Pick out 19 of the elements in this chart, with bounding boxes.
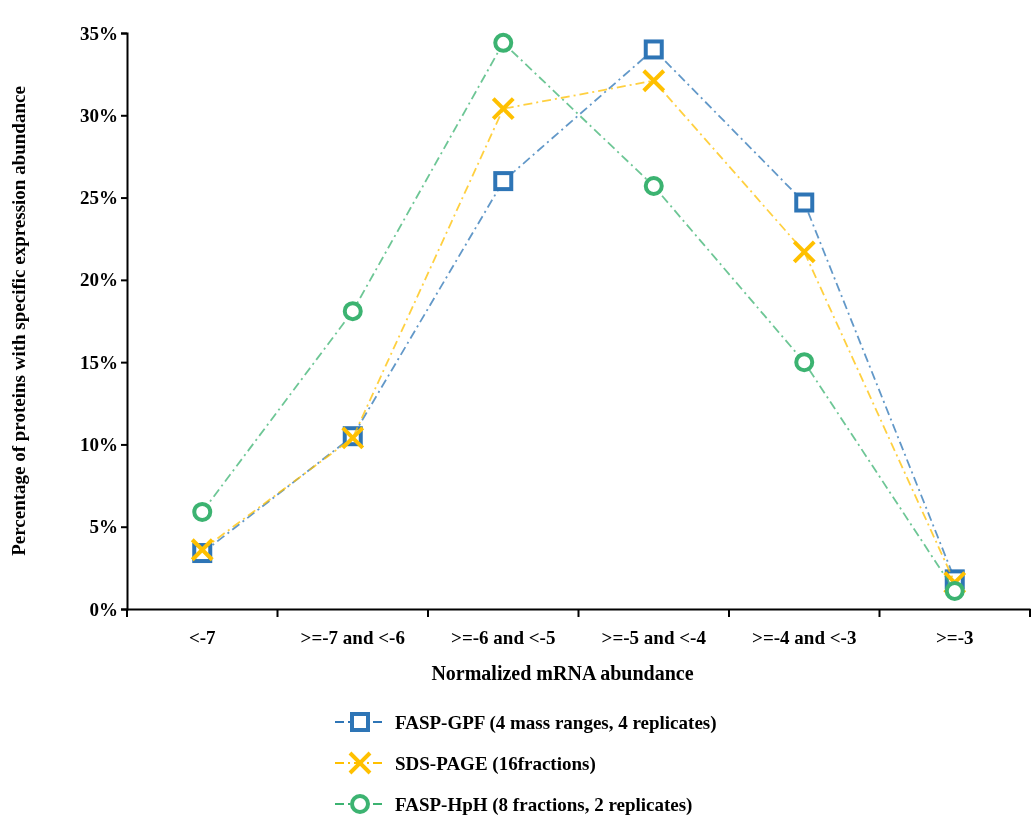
y-tick-label: 5%: [89, 516, 118, 538]
y-tick-label: 30%: [80, 104, 118, 126]
legend-label: SDS-PAGE (16fractions): [395, 752, 596, 775]
y-tick-label: 0%: [89, 598, 118, 620]
y-axis-title: Percentage of proteins with specific expression abundance: [8, 86, 29, 556]
y-tick-label: 15%: [80, 351, 118, 373]
x-tick-label: >=-7 and <-6: [300, 627, 405, 649]
y-tick-label: 35%: [80, 22, 118, 44]
x-axis-title: Normalized mRNA abundance: [431, 662, 694, 684]
x-tick-label: >=-3: [936, 627, 974, 649]
y-tick-label: 25%: [80, 187, 118, 209]
legend-label: FASP-GPF (4 mass ranges, 4 replicates): [395, 711, 717, 734]
y-tick-label: 20%: [80, 269, 118, 291]
legend-label: FASP-HpH (8 fractions, 2 replicates): [395, 793, 693, 816]
x-tick-label: >=-5 and <-4: [601, 627, 707, 649]
x-tick-label: >=-4 and <-3: [752, 627, 857, 649]
y-tick-label: 10%: [80, 434, 118, 456]
x-tick-label: >=-6 and <-5: [451, 627, 556, 649]
x-tick-label: <-7: [188, 627, 217, 649]
